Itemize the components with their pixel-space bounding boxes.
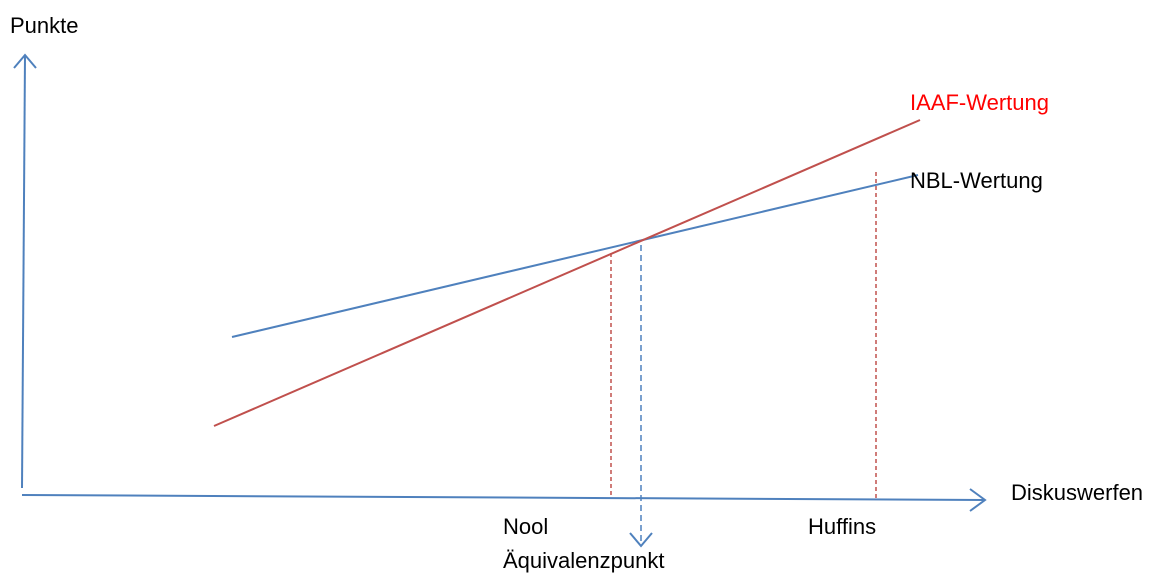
equivalence-arrow: [629, 245, 653, 548]
y-axis-line: [21, 54, 26, 489]
nool-label: Nool: [503, 514, 548, 539]
y-axis-arrowhead: [13, 53, 37, 69]
x-axis-line: [21, 494, 986, 501]
huffins-label: Huffins: [808, 514, 876, 539]
x-axis-arrowhead: [969, 488, 987, 512]
x-axis: [21, 488, 987, 512]
iaaf-line: [213, 119, 921, 427]
equivalence-arrowhead: [629, 532, 653, 548]
nbl-line: [231, 174, 919, 338]
y-axis-label: Punkte: [10, 13, 79, 38]
iaaf-line-label: IAAF-Wertung: [910, 90, 1049, 115]
x-axis-label: Diskuswerfen: [1011, 480, 1143, 505]
equivalence-label: Äquivalenzpunkt: [503, 548, 664, 573]
y-axis: [13, 53, 37, 489]
nbl-line-label: NBL-Wertung: [910, 168, 1043, 193]
